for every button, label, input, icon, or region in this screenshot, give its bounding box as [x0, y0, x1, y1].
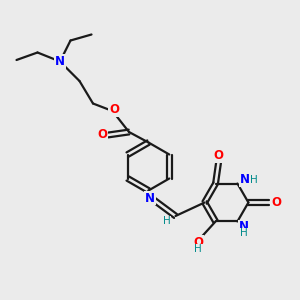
Text: O: O [193, 236, 203, 249]
Text: N: N [240, 173, 250, 186]
Text: H: H [250, 175, 258, 185]
Text: N: N [55, 55, 65, 68]
Text: O: O [214, 149, 224, 162]
Text: N: N [145, 191, 155, 205]
Text: H: H [163, 216, 171, 226]
Text: H: H [240, 229, 248, 238]
Text: N: N [239, 220, 249, 233]
Text: O: O [271, 196, 281, 209]
Text: O: O [109, 103, 119, 116]
Text: H: H [194, 244, 202, 254]
Text: O: O [98, 128, 108, 142]
